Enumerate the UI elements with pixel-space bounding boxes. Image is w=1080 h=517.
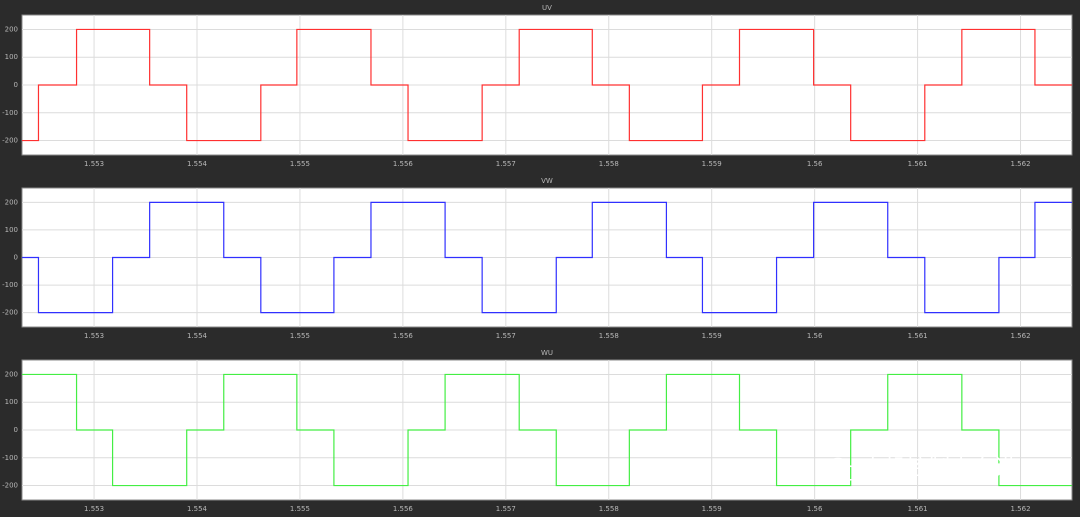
y-tick-label: -200 xyxy=(2,137,18,145)
x-tick-label: 1.557 xyxy=(496,160,516,168)
x-tick-label: 1.56 xyxy=(807,505,823,513)
x-tick-label: 1.559 xyxy=(702,332,722,340)
watermark-icon xyxy=(827,457,859,481)
y-tick-label: 100 xyxy=(5,53,18,61)
y-tick-label: 100 xyxy=(5,398,18,406)
x-tick-label: 1.554 xyxy=(187,505,208,513)
x-tick-label: 1.555 xyxy=(290,505,310,513)
x-tick-label: 1.555 xyxy=(290,160,310,168)
y-tick-label: 0 xyxy=(14,254,18,262)
x-tick-label: 1.562 xyxy=(1011,160,1031,168)
y-tick-label: -200 xyxy=(2,309,18,317)
y-tick-label: -100 xyxy=(2,281,18,289)
x-tick-label: 1.562 xyxy=(1011,332,1031,340)
y-tick-label: -100 xyxy=(2,454,18,462)
x-tick-label: 1.56 xyxy=(807,332,823,340)
x-tick-label: 1.557 xyxy=(496,505,516,513)
x-tick-label: 1.553 xyxy=(84,160,104,168)
x-tick-label: 1.554 xyxy=(187,332,208,340)
x-tick-label: 1.558 xyxy=(599,505,619,513)
x-tick-label: 1.553 xyxy=(84,505,104,513)
y-tick-label: 0 xyxy=(14,81,18,89)
x-tick-label: 1.557 xyxy=(496,332,516,340)
series-line xyxy=(22,373,1072,487)
x-tick-label: 1.558 xyxy=(599,160,619,168)
x-tick-label: 1.562 xyxy=(1011,505,1031,513)
x-tick-label: 1.561 xyxy=(908,332,928,340)
y-tick-label: -200 xyxy=(2,482,18,490)
x-tick-label: 1.559 xyxy=(702,160,722,168)
watermark: 电机控制小白讲 xyxy=(862,456,1016,481)
y-tick-label: 200 xyxy=(5,25,18,33)
panel-title: UV xyxy=(542,4,552,12)
icon-bubble xyxy=(841,465,859,481)
x-tick-label: 1.556 xyxy=(393,332,414,340)
series-line xyxy=(22,201,1072,314)
x-tick-label: 1.556 xyxy=(393,160,414,168)
x-tick-label: 1.553 xyxy=(84,332,104,340)
panel-title: VW xyxy=(541,177,553,185)
series-line xyxy=(22,28,1072,142)
x-tick-label: 1.556 xyxy=(393,505,414,513)
x-tick-label: 1.555 xyxy=(290,332,310,340)
y-tick-label: 100 xyxy=(5,226,18,234)
y-tick-label: 200 xyxy=(5,198,18,206)
panel-title: WU xyxy=(541,349,553,357)
x-tick-label: 1.554 xyxy=(187,160,208,168)
y-tick-label: 0 xyxy=(14,426,18,434)
x-tick-label: 1.559 xyxy=(702,505,722,513)
x-tick-label: 1.558 xyxy=(599,332,619,340)
y-tick-label: -100 xyxy=(2,109,18,117)
x-tick-label: 1.56 xyxy=(807,160,823,168)
x-tick-label: 1.561 xyxy=(908,160,928,168)
y-tick-label: 200 xyxy=(5,370,18,378)
x-tick-label: 1.561 xyxy=(908,505,928,513)
